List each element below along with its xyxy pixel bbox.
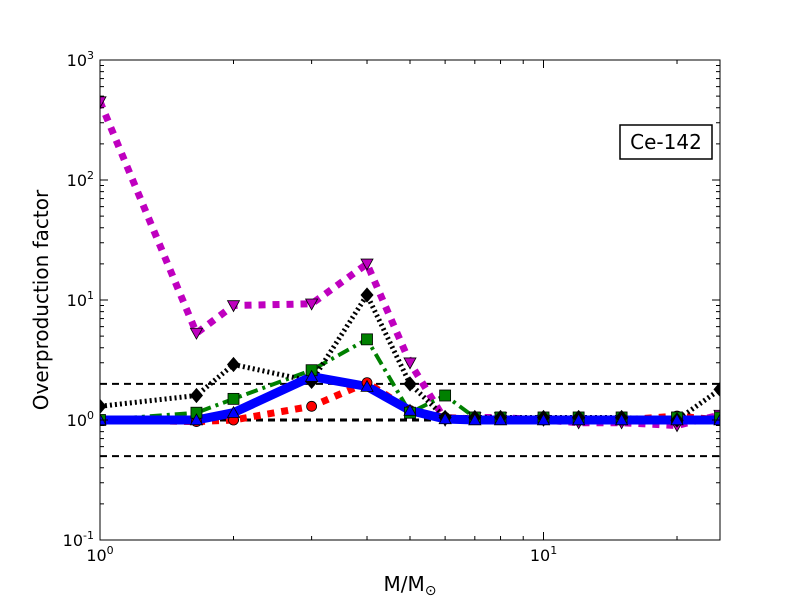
- y-axis-label: Overproduction factor: [29, 189, 53, 410]
- tick-label-exponent: -1: [83, 529, 94, 542]
- tick-label-base: 10: [530, 546, 550, 565]
- x-tick-label: 101: [530, 544, 557, 565]
- tick-label-base: 10: [67, 291, 87, 310]
- data-point-series-1: [403, 403, 417, 416]
- data-point-series-2: [227, 392, 240, 405]
- data-point-series-1: [536, 413, 551, 426]
- x-axis-label-subscript: ⊙: [425, 583, 437, 599]
- tick-label-exponent: 1: [550, 544, 557, 557]
- data-point-series-1: [571, 413, 586, 426]
- annotation-frame: [619, 124, 713, 160]
- data-point-series-1: [670, 413, 684, 426]
- data-point-series-1: [614, 413, 629, 426]
- data-point-series-3: [226, 356, 241, 373]
- x-axis-label-main: M/M: [384, 572, 425, 596]
- x-axis-label: M/M⊙: [384, 572, 437, 599]
- data-point-series-4: [403, 357, 417, 370]
- tick-label-base: 10: [67, 411, 87, 430]
- data-point-series-2: [714, 411, 720, 424]
- tick-label-exponent: 2: [87, 169, 94, 182]
- tick-label-exponent: 1: [87, 289, 94, 302]
- data-point-series-1: [360, 379, 374, 392]
- x-tick-label: 100: [86, 544, 113, 565]
- y-tick-label: 10-1: [63, 529, 94, 550]
- data-point-series-4: [226, 300, 241, 313]
- data-point-series-1: [226, 405, 241, 418]
- tick-label-base: 10: [67, 51, 87, 70]
- axis-ticks: [99, 59, 720, 541]
- data-point-series-1: [189, 413, 204, 426]
- annotation-box: Ce-142: [619, 124, 713, 160]
- data-point-series-1: [713, 413, 720, 426]
- data-point-series-2: [361, 333, 373, 346]
- y-tick-label: 102: [67, 169, 94, 190]
- data-point-series-3: [403, 376, 417, 392]
- data-point-series-1: [438, 412, 452, 425]
- data-point-series-3: [189, 387, 203, 404]
- series-lines: [100, 100, 720, 429]
- y-tick-label: 100: [67, 409, 94, 430]
- y-tick-label: 103: [67, 49, 94, 70]
- data-point-series-1: [100, 413, 107, 426]
- data-point-series-3: [360, 287, 374, 303]
- data-point-series-4: [100, 96, 107, 109]
- tick-label-base: 10: [86, 546, 106, 565]
- data-point-series-3: [100, 398, 107, 414]
- data-point-series-4: [304, 298, 319, 311]
- data-point-series-4: [189, 327, 204, 340]
- data-point-series-1: [304, 369, 319, 382]
- series-markers: [100, 96, 720, 433]
- data-point-series-1: [468, 413, 482, 426]
- data-point-series-1: [493, 413, 508, 426]
- tick-label-exponent: 0: [87, 409, 94, 422]
- annotation-label: Ce-142: [630, 130, 702, 154]
- data-point-series-2: [439, 389, 452, 402]
- y-tick-label: 101: [67, 289, 94, 310]
- tick-label-base: 10: [67, 171, 87, 190]
- series-line-1: [100, 372, 720, 425]
- tick-label-exponent: 0: [107, 544, 114, 557]
- tick-label-exponent: 3: [87, 49, 94, 62]
- series-line-0: [100, 379, 720, 426]
- data-point-series-3: [713, 381, 720, 397]
- tick-label-base: 10: [63, 531, 83, 550]
- data-point-series-0: [306, 400, 318, 412]
- data-point-series-4: [360, 258, 374, 271]
